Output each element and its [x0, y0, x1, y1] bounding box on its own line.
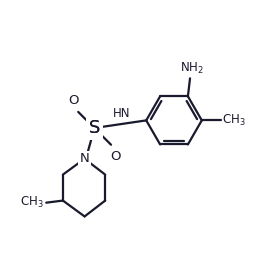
Text: O: O	[68, 94, 79, 107]
Text: HN: HN	[113, 107, 131, 120]
Text: N: N	[80, 152, 89, 165]
Text: S: S	[89, 119, 100, 137]
Text: O: O	[111, 150, 121, 163]
Text: NH$_2$: NH$_2$	[180, 61, 204, 76]
Text: S: S	[89, 119, 100, 137]
Text: CH$_3$: CH$_3$	[20, 195, 44, 210]
Text: S: S	[89, 119, 100, 137]
Text: CH$_3$: CH$_3$	[222, 113, 246, 128]
